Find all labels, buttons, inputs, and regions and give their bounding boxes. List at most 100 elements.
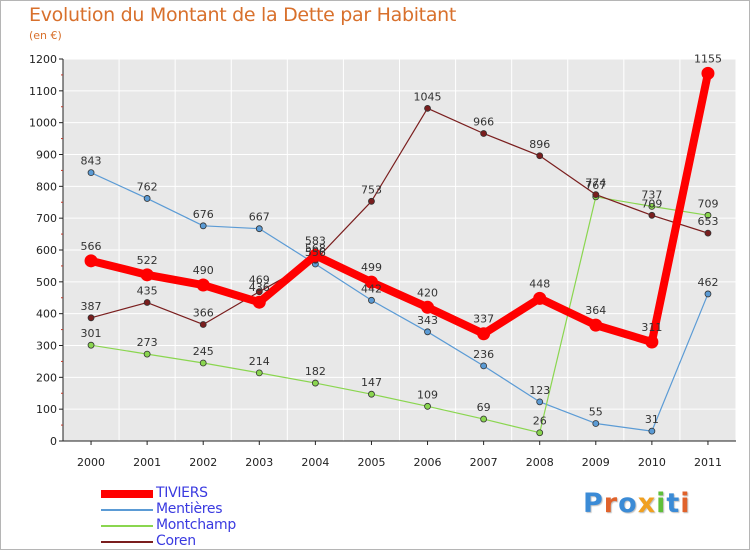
data-label: 767	[585, 179, 606, 192]
data-label: 896	[529, 138, 550, 151]
data-label: 583	[305, 234, 326, 247]
data-label: 762	[137, 180, 158, 193]
data-point	[368, 296, 375, 304]
data-point	[704, 211, 712, 219]
y-tick-label: 0	[50, 435, 57, 448]
y-tick-label: 100	[36, 403, 57, 416]
data-label: 843	[81, 155, 102, 168]
data-point	[364, 275, 378, 289]
data-label: 182	[305, 365, 326, 378]
data-label: 69	[477, 401, 491, 414]
data-point	[252, 295, 266, 309]
data-label: 566	[81, 240, 102, 253]
data-point	[592, 191, 600, 199]
data-point	[140, 268, 154, 282]
y-tick-label: 400	[36, 308, 57, 321]
data-label: 442	[361, 282, 382, 295]
series-line-tiviers	[87, 69, 712, 346]
data-point	[480, 362, 488, 370]
data-label: 337	[473, 313, 494, 326]
data-label: 737	[641, 188, 662, 201]
data-point	[87, 314, 95, 322]
data-point	[308, 248, 322, 262]
data-point	[536, 429, 544, 437]
x-tick-label: 2007	[470, 456, 498, 469]
data-label: 123	[529, 384, 550, 397]
proxiti-logo: Proxiti	[583, 488, 691, 519]
data-point	[480, 415, 488, 423]
data-point	[143, 195, 151, 202]
y-tick-label: 500	[36, 276, 57, 289]
data-label: 709	[641, 197, 662, 210]
data-label: 1155	[694, 52, 722, 65]
data-label: 774	[585, 177, 606, 190]
y-tick-label: 900	[36, 149, 57, 162]
x-tick-label: 2001	[133, 456, 161, 469]
data-label: 653	[697, 215, 718, 228]
data-point	[592, 420, 600, 427]
data-label: 364	[585, 304, 606, 317]
legend-swatch	[101, 541, 153, 543]
data-label: 490	[193, 264, 214, 277]
x-tick-label: 2005	[357, 456, 385, 469]
data-point	[704, 290, 712, 298]
data-point	[424, 402, 431, 410]
data-point	[87, 169, 95, 177]
x-tick-label: 2003	[245, 456, 273, 469]
data-label: 273	[137, 336, 158, 349]
x-tick-label: 2000	[77, 456, 105, 469]
data-label: 31	[645, 413, 659, 426]
data-label: 568	[305, 242, 326, 255]
y-tick-label: 600	[36, 244, 57, 257]
data-point	[421, 300, 435, 314]
data-point	[368, 390, 375, 398]
data-point	[648, 211, 656, 219]
data-label: 1045	[414, 90, 442, 103]
y-tick-label: 1000	[29, 117, 57, 130]
data-point	[196, 278, 210, 292]
x-tick-label: 2006	[414, 456, 442, 469]
x-tick-label: 2009	[582, 456, 610, 469]
data-point	[648, 202, 656, 210]
data-point	[199, 321, 207, 328]
data-point	[648, 427, 656, 435]
data-label: 343	[417, 314, 438, 327]
y-tick-label: 300	[36, 340, 57, 353]
chart-title: Evolution du Montant de la Dette par Hab…	[29, 4, 457, 26]
x-tick-label: 2004	[301, 456, 329, 469]
data-label: 753	[361, 183, 382, 196]
chart-subtitle: (en €)	[29, 29, 62, 42]
data-point	[255, 225, 263, 233]
data-label: 214	[249, 355, 270, 368]
legend-swatch	[101, 490, 153, 498]
data-label: 55	[589, 405, 603, 418]
data-label: 245	[193, 345, 214, 358]
data-point	[87, 341, 95, 349]
y-tick-label: 1100	[29, 85, 57, 98]
data-label: 420	[417, 286, 438, 299]
data-label: 236	[473, 348, 494, 361]
series-line-coren	[90, 107, 709, 326]
data-point	[704, 229, 712, 237]
data-label: 462	[697, 276, 718, 289]
data-label: 556	[305, 246, 326, 259]
data-point	[536, 398, 544, 406]
y-tick-label: 700	[36, 212, 57, 225]
data-point	[368, 197, 375, 205]
data-label: 709	[697, 197, 718, 210]
series-line-mentières	[90, 172, 709, 432]
y-tick-label: 200	[36, 371, 57, 384]
x-tick-label: 2002	[189, 456, 217, 469]
legend-label: Mentières	[156, 501, 223, 517]
x-tick-label: 2010	[638, 456, 666, 469]
data-point	[536, 152, 544, 160]
data-point	[199, 359, 207, 367]
data-point	[255, 288, 263, 296]
data-label: 499	[361, 261, 382, 274]
legend-label: TIVIERS	[156, 485, 208, 501]
data-label: 311	[641, 321, 662, 334]
y-tick-label: 1200	[29, 53, 57, 66]
data-point	[255, 369, 263, 377]
